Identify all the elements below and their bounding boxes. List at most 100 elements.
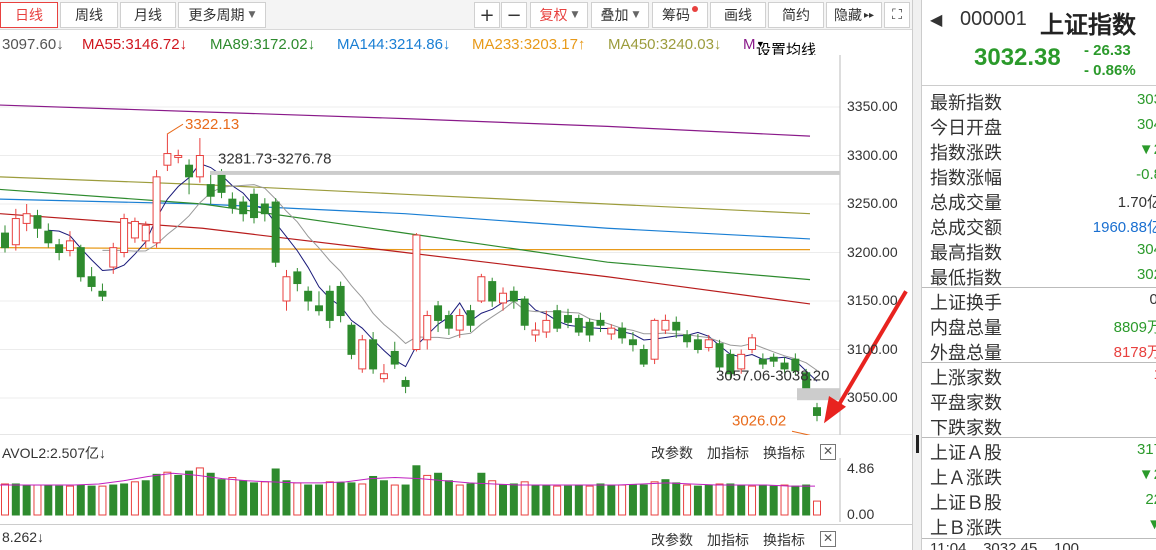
close-icon[interactable]: ✕ [820, 444, 836, 460]
change-params-button[interactable]: 改参数 [651, 445, 693, 461]
candle-body [174, 155, 183, 158]
volume-bar [585, 485, 594, 516]
quote-row-label: 上证Ａ股 [930, 443, 1002, 463]
fullscreen-button[interactable]: ⛶ [884, 2, 910, 28]
candle [76, 244, 85, 282]
candle-body [780, 362, 789, 370]
hide-button[interactable]: 隐藏 ▸▸ [826, 2, 882, 28]
volume-chart[interactable] [0, 458, 912, 522]
candle [423, 310, 432, 350]
candlestick-chart[interactable]: 3322.13 3281.73-3276.78 3057.06-3038.20 302… [0, 55, 912, 435]
high-price-label: 3322.13 [185, 116, 239, 133]
zoom-out-button[interactable]: − [501, 2, 527, 28]
candle [228, 192, 237, 214]
set-ma-label: 设置均线 [756, 42, 817, 55]
back-arrow-icon[interactable]: ◀ [930, 12, 943, 29]
candle-body [455, 315, 464, 331]
switch-indicator-button[interactable]: 换指标 [763, 445, 805, 461]
quote-row-label: 上Ｂ涨跌 [930, 518, 1002, 538]
adjust-button[interactable]: 复权 ▼ [530, 2, 588, 28]
chips-button[interactable]: 筹码 [652, 2, 708, 28]
divider [922, 287, 1156, 288]
overlay-button[interactable]: 叠加 ▼ [591, 2, 649, 28]
candle-body [228, 198, 237, 209]
candle [44, 223, 53, 248]
gap-band-2 [797, 388, 840, 401]
candle [758, 353, 767, 369]
volume-bar [455, 484, 464, 516]
candle [33, 209, 42, 238]
volume-bar [607, 484, 616, 516]
quote-row-label: 总成交量 [930, 193, 1002, 213]
quote-row: 上证换手 0. [930, 289, 1156, 314]
volume-bar [434, 472, 443, 516]
candle [250, 188, 259, 224]
tab-monthly[interactable]: 月线 [120, 2, 176, 28]
candle [466, 304, 475, 333]
brief-button[interactable]: 简约 [768, 2, 824, 28]
candle-body [293, 271, 302, 285]
price-tick-label: 3300.00 [847, 146, 898, 163]
candle [596, 312, 605, 333]
add-indicator-button[interactable]: 加指标 [707, 532, 749, 548]
tab-daily[interactable]: 日线 [0, 2, 58, 28]
stock-code: 000001 [960, 8, 1027, 30]
quote-row-label: 下跌家数 [930, 418, 1002, 438]
tab-weekly[interactable]: 周线 [60, 2, 118, 28]
chips-label: 筹码 [662, 8, 690, 24]
quote-row: 上Ｂ涨跌 ▼ [930, 514, 1156, 539]
candle-body [509, 290, 518, 302]
hide-label: 隐藏 [833, 8, 862, 24]
volume-axis-top: 4.86 [847, 460, 875, 476]
candle [325, 285, 334, 329]
tab-more-periods[interactable]: 更多周期 ▼ [178, 2, 266, 28]
double-arrow-icon: ▸▸ [863, 9, 875, 21]
candle [780, 357, 789, 373]
candle [347, 322, 356, 360]
change-params-button[interactable]: 改参数 [651, 532, 693, 548]
zoom-in-button[interactable]: + [474, 2, 500, 28]
price-change: - 26.33 [1084, 42, 1131, 59]
ma-line-ma89 [0, 188, 811, 281]
switch-indicator-button[interactable]: 换指标 [763, 532, 805, 548]
quote-row-value: 8809万 [1113, 319, 1156, 336]
candle-body [76, 247, 85, 278]
panel-splitter[interactable] [912, 0, 922, 550]
candle-body [65, 240, 74, 252]
current-price: 3032.38 [974, 44, 1061, 71]
candle [672, 316, 681, 338]
ma-legend-item: M [743, 36, 756, 53]
overlay-label: 叠加 [600, 8, 629, 24]
ma-legend-item: MA89:3172.02↓ [210, 36, 316, 53]
quote-header: ◀ 000001 上证指数 3032.38 - 26.33 - 0.86% [922, 0, 1156, 86]
candle [65, 231, 74, 257]
volume-bar [596, 483, 605, 516]
quote-row-value: 1.70亿 [1117, 194, 1156, 211]
gap-range-label-2: 3057.06-3038.20 [716, 368, 829, 385]
ma-legend-item: MA55:3146.72↓ [82, 36, 188, 53]
candle-body [693, 339, 702, 350]
candle [141, 221, 150, 248]
gap-range-label: 3281.73-3276.78 [218, 150, 331, 167]
quote-row: 内盘总量 8809万 [930, 314, 1156, 339]
candle-body [499, 292, 508, 304]
close-icon[interactable]: ✕ [820, 531, 836, 547]
volume-bar [11, 483, 20, 516]
price-tick-label: 3350.00 [847, 98, 898, 114]
candle-body [683, 334, 692, 343]
candle [152, 170, 161, 248]
candle [87, 267, 96, 292]
candle-body [217, 172, 226, 193]
price-tick-label: 3100.00 [847, 340, 898, 357]
quote-row-value: ▼2 [1138, 141, 1156, 158]
candle-body [791, 358, 800, 372]
candle-body [650, 319, 659, 360]
candle [444, 310, 453, 335]
candle-body [628, 339, 637, 346]
draw-line-button[interactable]: 画线 [710, 2, 766, 28]
candle-body [769, 356, 778, 362]
add-indicator-button[interactable]: 加指标 [707, 445, 749, 461]
volume-bar [336, 482, 345, 516]
zoom-in-label: + [479, 4, 495, 26]
candle [542, 310, 551, 338]
